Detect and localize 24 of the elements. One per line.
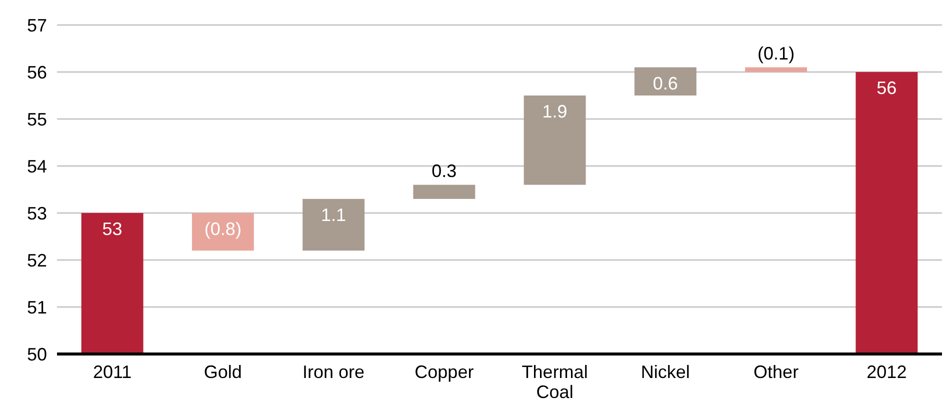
y-tick-label: 51 xyxy=(26,297,47,318)
y-tick-label: 53 xyxy=(26,203,47,224)
x-tick-label: Nickel xyxy=(640,362,690,382)
data-label: 1.9 xyxy=(542,102,568,122)
x-tick-label: Gold xyxy=(204,362,242,382)
x-tick-label: Thermal Coal xyxy=(522,362,588,402)
data-label: 1.1 xyxy=(321,204,346,225)
data-label: (0.1) xyxy=(758,43,795,64)
y-tick-label: 57 xyxy=(26,15,47,36)
x-tick-label: Other xyxy=(754,362,799,382)
data-label: 56 xyxy=(876,78,897,98)
data-label: 0.3 xyxy=(432,160,457,181)
y-tick-label: 55 xyxy=(26,109,47,130)
y-tick-label: 56 xyxy=(26,62,47,82)
x-tick-label: Iron ore xyxy=(302,362,365,382)
x-tick-label: Copper xyxy=(414,362,474,382)
x-tick-label: 2012 xyxy=(866,362,907,382)
data-label: (0.8) xyxy=(204,219,242,239)
y-tick-label: 54 xyxy=(26,156,47,176)
data-label: 53 xyxy=(102,219,122,239)
x-tick-label: 2011 xyxy=(92,362,132,382)
y-tick-label: 52 xyxy=(26,250,47,270)
y-tick-label: 50 xyxy=(26,344,47,364)
data-label: 0.6 xyxy=(652,73,678,94)
